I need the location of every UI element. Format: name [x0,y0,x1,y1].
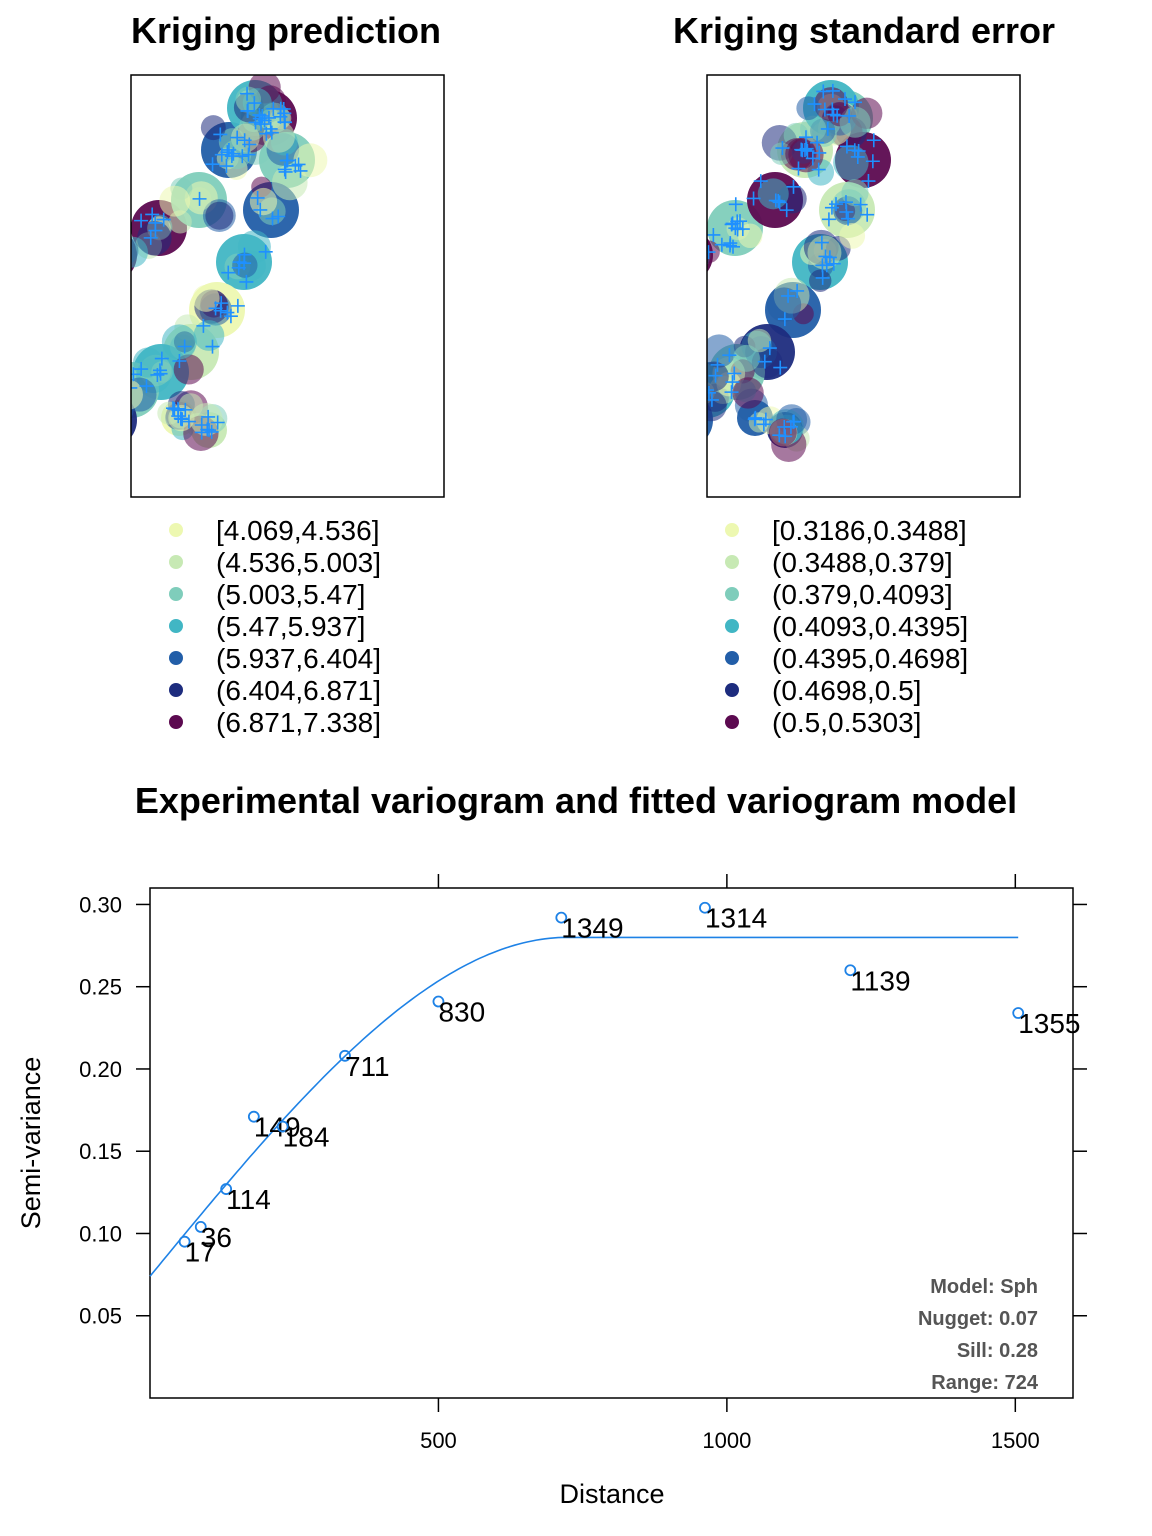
map-panel-stderr [706,74,1021,498]
model-info-line: Sill: 0.28 [957,1340,1038,1362]
variogram-point [339,1049,351,1062]
legend-swatch [725,715,739,729]
legend-swatch [169,683,183,697]
y-axis-label: Semi-variance [16,1057,46,1230]
point-label: 830 [438,997,485,1028]
legend-swatch [725,619,739,633]
legend-label: (0.4698,0.5] [772,675,921,706]
legend-swatch [169,587,183,601]
map-title-stderr: Kriging standard error [672,10,1056,51]
y-tick-label: 0.10 [79,1221,122,1246]
variogram-point [555,911,568,924]
fitted-model-line [149,936,1019,1277]
legend-item: (5.47,5.937] [169,611,365,642]
legend-item: (0.4395,0.4698] [725,643,968,674]
legend-swatch [725,587,739,601]
stderr-legend: [0.3186,0.3488](0.3488,0.379](0.379,0.40… [725,515,968,738]
legend-label: (5.003,5.47] [216,579,365,610]
legend-label: (5.937,6.404] [216,643,381,674]
y-tick-label: 0.15 [79,1139,122,1164]
legend-item: (0.4093,0.4395] [725,611,968,642]
model-info-line: Model: Sph [930,1276,1038,1298]
legend-item: (0.4698,0.5] [725,675,921,706]
legend-label: (6.871,7.338] [216,707,381,738]
model-info-line: Range: 724 [931,1372,1039,1394]
stderr-surface [707,80,891,462]
variogram-point [247,1110,260,1123]
variogram-point [178,1235,191,1248]
x-tick-label: 1500 [991,1428,1040,1453]
legend-item: (0.5,0.5303] [725,707,921,738]
legend-item: (6.404,6.871] [169,675,381,706]
legend-item: (0.3488,0.379] [725,547,953,578]
legend-item: (4.536,5.003] [169,547,381,578]
map-panel-prediction [130,74,445,498]
legend-label: (0.5,0.5303] [772,707,921,738]
map-title-prediction: Kriging prediction [131,10,441,51]
legend-item: (0.379,0.4093] [725,579,953,610]
model-info-line: Nugget: 0.07 [918,1308,1038,1330]
legend-label: (4.536,5.003] [216,547,381,578]
stderr-map-frame [706,74,1021,498]
x-axis-label: Distance [559,1479,664,1509]
stderr-sample-points [707,83,881,444]
variogram-point [194,1221,207,1233]
point-label: 17 [185,1237,216,1268]
legend-item: [4.069,4.536] [169,515,379,546]
legend-item: (5.003,5.47] [169,579,365,610]
y-tick-label: 0.25 [79,975,122,1000]
variogram-point [1012,1007,1025,1019]
x-tick-label: 500 [420,1428,457,1453]
y-tick-label: 0.05 [79,1304,122,1329]
prediction-map-frame [130,74,445,498]
legend-item: [0.3186,0.3488] [725,515,967,546]
point-label: 1355 [1018,1008,1080,1039]
prediction-surface [131,75,328,451]
plot-area-frame [149,887,1074,1399]
point-label: 711 [345,1051,390,1082]
legend-label: [4.069,4.536] [216,515,379,546]
legend-swatch [169,523,183,537]
point-label: 1139 [850,965,910,996]
legend-swatch [725,555,739,569]
legend-swatch [169,715,183,729]
x-tick-label: 1000 [702,1428,751,1453]
y-tick-label: 0.20 [79,1057,122,1082]
point-label: 1314 [705,903,767,934]
variogram-point [276,1120,289,1133]
variogram-point [220,1183,233,1195]
variogram-title: Experimental variogram and fitted variog… [134,780,1018,821]
legend-swatch [725,523,739,537]
legend-label: (5.47,5.937] [216,611,365,642]
legend-swatch [725,651,739,665]
legend-swatch [725,683,739,697]
legend-label: (0.4395,0.4698] [772,643,968,674]
point-label: 114 [226,1184,271,1215]
legend-swatch [169,555,183,569]
point-label: 1349 [561,913,623,944]
legend-label: (0.3488,0.379] [772,547,953,578]
legend-swatch [169,651,183,665]
legend-label: (0.379,0.4093] [772,579,953,610]
prediction-legend: [4.069,4.536](4.536,5.003](5.003,5.47](5… [169,515,381,738]
legend-label: (0.4093,0.4395] [772,611,968,642]
legend-label: [0.3186,0.3488] [772,515,967,546]
y-tick-label: 0.30 [79,892,122,917]
variogram-point [844,964,857,977]
variogram-point [432,995,445,1008]
legend-item: (6.871,7.338] [169,707,381,738]
point-label: 36 [201,1222,232,1253]
point-label: 184 [283,1122,330,1153]
legend-swatch [169,619,183,633]
model-info: Model: Sph Nugget: 0.07 Sill: 0.28 Range: 7… [918,1276,1039,1394]
legend-label: (6.404,6.871] [216,675,381,706]
variogram-chart: 500 1000 1500 0.05 0.10 0.15 0.20 0.25 0.30 1736… [16,874,1087,1509]
axes: 500 1000 1500 0.05 0.10 0.15 0.20 0.25 0.30 [79,874,1087,1453]
prediction-sample-points [131,86,308,440]
legend-item: (5.937,6.404] [169,643,381,674]
variogram-point [699,901,711,914]
